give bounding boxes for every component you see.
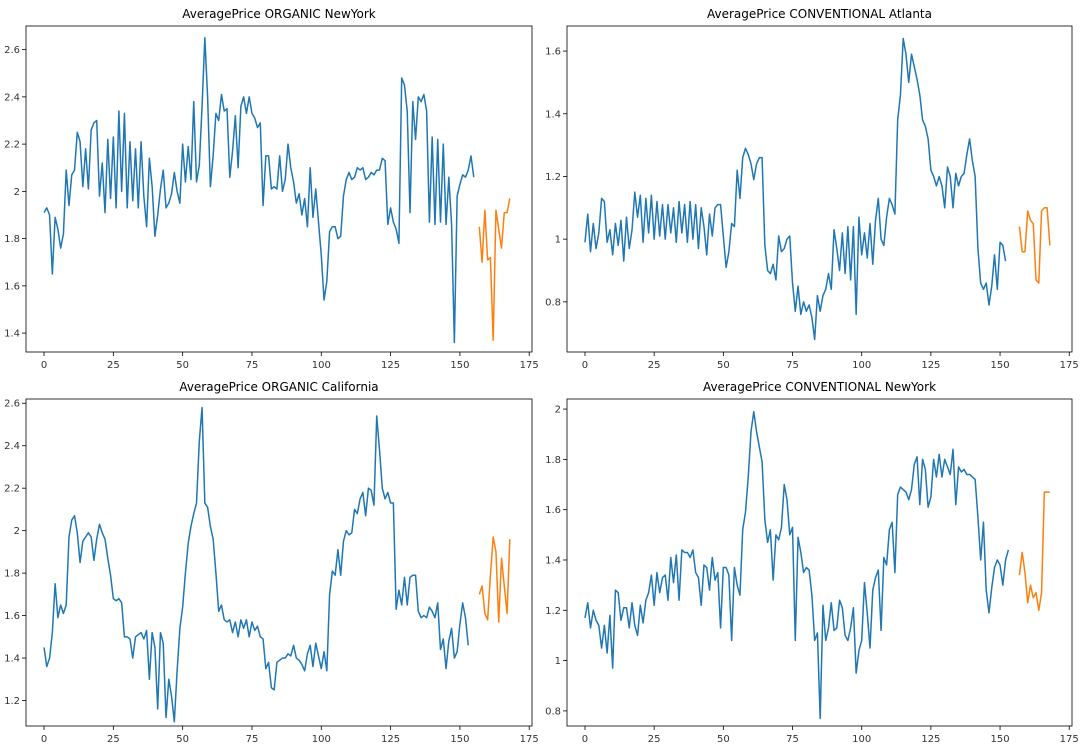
series-history-line xyxy=(584,37,1007,341)
x-tick-label: 0 xyxy=(582,360,588,371)
x-tick-label: 175 xyxy=(1060,734,1079,745)
y-tick-label: 1.4 xyxy=(545,555,561,566)
x-tick-label: 175 xyxy=(1060,360,1079,371)
y-tick-label: 1.6 xyxy=(4,611,20,622)
x-tick-label: 25 xyxy=(107,734,120,745)
y-tick-label: 2.6 xyxy=(4,399,20,410)
y-tick-label: 1.8 xyxy=(4,569,20,580)
x-tick-label: 150 xyxy=(991,360,1010,371)
x-tick-label: 75 xyxy=(246,734,259,745)
series-history-line xyxy=(43,406,469,723)
x-tick-label: 75 xyxy=(246,360,259,371)
x-tick-label: 100 xyxy=(852,734,871,745)
y-tick-label: 1.2 xyxy=(545,606,561,617)
y-tick-label: 2 xyxy=(555,405,561,416)
y-tick-label: 1.6 xyxy=(545,505,561,516)
chart-conventional-atlanta: AveragePrice CONVENTIONAL Atlanta 0 25 50 75… xyxy=(545,7,1079,371)
x-tick-label: 75 xyxy=(786,734,799,745)
y-tick-label: 1.6 xyxy=(4,281,20,292)
y-tick-label: 2.2 xyxy=(4,140,20,151)
chart-title: AveragePrice CONVENTIONAL Atlanta xyxy=(707,7,932,21)
axes-frame xyxy=(25,25,533,353)
x-tick-label: 125 xyxy=(921,360,940,371)
x-tick-label: 125 xyxy=(381,734,400,745)
y-tick-label: 2 xyxy=(14,526,20,537)
chart-conventional-newyork: AveragePrice CONVENTIONAL NewYork 0 25 50 75… xyxy=(545,380,1079,745)
y-tick-label: 1.2 xyxy=(545,172,561,183)
x-tick-label: 25 xyxy=(648,734,661,745)
y-tick-label: 1 xyxy=(555,656,561,667)
chart-title: AveragePrice ORGANIC California xyxy=(179,380,378,394)
x-tick-label: 150 xyxy=(991,734,1010,745)
axes-frame xyxy=(25,398,533,727)
x-tick-label: 150 xyxy=(450,360,469,371)
series-forecast-line xyxy=(1018,207,1051,284)
x-tick-label: 25 xyxy=(648,360,661,371)
chart-title: AveragePrice ORGANIC NewYork xyxy=(182,7,376,21)
x-tick-label: 25 xyxy=(107,360,120,371)
y-tick-label: 0.8 xyxy=(545,706,561,717)
x-tick-label: 50 xyxy=(717,734,730,745)
y-tick-label: 1.4 xyxy=(4,329,20,340)
x-tick-label: 100 xyxy=(312,360,331,371)
x-tick-label: 150 xyxy=(450,734,469,745)
series-forecast-line xyxy=(1018,491,1050,612)
x-tick-label: 0 xyxy=(582,734,588,745)
x-tick-label: 125 xyxy=(381,360,400,371)
y-tick-label: 2 xyxy=(14,187,20,198)
series-forecast-line xyxy=(478,198,511,341)
x-tick-label: 175 xyxy=(520,360,539,371)
axes-frame xyxy=(566,25,1073,353)
x-tick-label: 50 xyxy=(717,360,730,371)
x-tick-label: 175 xyxy=(520,734,539,745)
chart-organic-california: AveragePrice ORGANIC California 0 25 50 75 10… xyxy=(4,380,539,745)
y-tick-label: 0.8 xyxy=(545,297,561,308)
y-tick-label: 1.8 xyxy=(545,455,561,466)
x-tick-label: 125 xyxy=(921,734,940,745)
x-tick-label: 100 xyxy=(312,734,331,745)
series-history-line xyxy=(43,37,475,344)
y-tick-label: 1.8 xyxy=(4,234,20,245)
y-tick-label: 2.4 xyxy=(4,92,20,103)
series-history-line xyxy=(584,410,1010,720)
x-tick-label: 50 xyxy=(176,360,189,371)
x-tick-label: 0 xyxy=(41,734,47,745)
y-tick-label: 2.6 xyxy=(4,45,20,56)
x-tick-label: 100 xyxy=(852,360,871,371)
chart-title: AveragePrice CONVENTIONAL NewYork xyxy=(703,380,936,394)
y-tick-label: 2.2 xyxy=(4,484,20,495)
y-tick-label: 1.2 xyxy=(4,696,20,707)
y-tick-label: 1.4 xyxy=(4,654,20,665)
x-tick-label: 0 xyxy=(41,360,47,371)
y-tick-label: 1.6 xyxy=(545,47,561,58)
y-tick-label: 2.4 xyxy=(4,441,20,452)
y-tick-label: 1.4 xyxy=(545,109,561,120)
y-tick-label: 1 xyxy=(555,235,561,246)
x-tick-label: 50 xyxy=(176,734,189,745)
chart-organic-newyork: AveragePrice ORGANIC NewYork 0 25 50 75 100 12… xyxy=(4,7,539,371)
axes-frame xyxy=(566,398,1073,727)
series-forecast-line xyxy=(478,536,511,623)
x-tick-label: 75 xyxy=(786,360,799,371)
